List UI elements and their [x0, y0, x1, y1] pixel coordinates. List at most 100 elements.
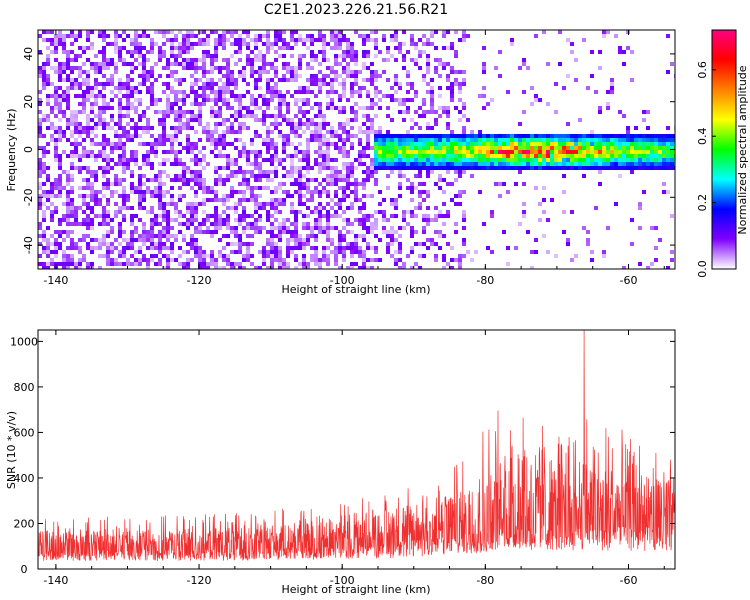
- heatmap-cell: [626, 150, 630, 154]
- heatmap-cell: [350, 126, 354, 130]
- heatmap-cell: [342, 70, 346, 74]
- heatmap-cell: [310, 122, 314, 126]
- heatmap-cell: [226, 30, 230, 34]
- heatmap-cell: [282, 62, 286, 66]
- heatmap-cell: [70, 246, 74, 250]
- heatmap-cell: [234, 170, 238, 174]
- heatmap-cell: [338, 266, 342, 269]
- heatmap-cell: [38, 90, 42, 94]
- heatmap-cell: [110, 150, 114, 154]
- heatmap-cell: [46, 74, 50, 78]
- heatmap-cell: [410, 82, 414, 86]
- heatmap-cell: [530, 266, 534, 269]
- heatmap-cell: [318, 226, 322, 230]
- heatmap-cell: [670, 134, 674, 138]
- heatmap-cell: [54, 130, 58, 134]
- heatmap-cell: [62, 98, 66, 102]
- heatmap-cell: [446, 154, 450, 158]
- heatmap-cell: [226, 74, 230, 78]
- heatmap-cell: [82, 166, 86, 170]
- heatmap-cell: [70, 222, 74, 226]
- heatmap-cell: [246, 82, 250, 86]
- heatmap-cell: [454, 222, 458, 226]
- heatmap-cell: [562, 190, 566, 194]
- heatmap-cell: [510, 38, 514, 42]
- heatmap-cell: [218, 98, 222, 102]
- heatmap-cell: [110, 258, 114, 262]
- heatmap-cell: [222, 130, 226, 134]
- heatmap-cell: [138, 118, 142, 122]
- heatmap-cell: [194, 230, 198, 234]
- heatmap-cell: [274, 170, 278, 174]
- heatmap-cell: [326, 182, 330, 186]
- heatmap-cell: [654, 258, 658, 262]
- heatmap-cell: [134, 154, 138, 158]
- heatmap-cell: [542, 154, 546, 158]
- heatmap-cell: [482, 66, 486, 70]
- heatmap-cell: [130, 138, 134, 142]
- heatmap-cell: [422, 110, 426, 114]
- heatmap-cell: [342, 50, 346, 54]
- heatmap-cell: [78, 246, 82, 250]
- heatmap-cell: [286, 238, 290, 242]
- heatmap-cell: [570, 158, 574, 162]
- heatmap-cell: [50, 82, 54, 86]
- heatmap-cell: [246, 234, 250, 238]
- heatmap-cell: [126, 194, 130, 198]
- heatmap-cell: [122, 238, 126, 242]
- heatmap-cell: [230, 186, 234, 190]
- heatmap-cell: [214, 122, 218, 126]
- heatmap-cell: [670, 138, 674, 142]
- heatmap-cell: [406, 134, 410, 138]
- heatmap-cell: [294, 226, 298, 230]
- heatmap-cell: [282, 174, 286, 178]
- heatmap-cell: [334, 70, 338, 74]
- heatmap-cell: [430, 110, 434, 114]
- heatmap-cell: [182, 66, 186, 70]
- heatmap-cell: [406, 158, 410, 162]
- heatmap-cell: [98, 266, 102, 269]
- heatmap-cell: [154, 146, 158, 150]
- heatmap-cell: [122, 206, 126, 210]
- heatmap-cell: [314, 58, 318, 62]
- heatmap-cell: [202, 94, 206, 98]
- heatmap-cell: [462, 114, 466, 118]
- x-tick-label: -100: [330, 574, 355, 587]
- heatmap-cell: [218, 226, 222, 230]
- heatmap-cell: [362, 34, 366, 38]
- heatmap-cell: [214, 262, 218, 266]
- heatmap-cell: [490, 98, 494, 102]
- heatmap-cell: [270, 42, 274, 46]
- heatmap-cell: [278, 222, 282, 226]
- heatmap-cell: [278, 186, 282, 190]
- heatmap-cell: [302, 110, 306, 114]
- heatmap-cell: [310, 50, 314, 54]
- heatmap-cell: [614, 34, 618, 38]
- heatmap-cell: [414, 142, 418, 146]
- heatmap-cell: [386, 106, 390, 110]
- heatmap-cell: [142, 58, 146, 62]
- heatmap-cell: [226, 242, 230, 246]
- heatmap-cell: [186, 66, 190, 70]
- heatmap-cell: [470, 158, 474, 162]
- heatmap-cell: [266, 78, 270, 82]
- heatmap-cell: [262, 202, 266, 206]
- heatmap-cell: [274, 82, 278, 86]
- heatmap-cell: [410, 266, 414, 269]
- heatmap-cell: [474, 154, 478, 158]
- heatmap-cell: [218, 90, 222, 94]
- heatmap-cell: [434, 58, 438, 62]
- heatmap-cell: [406, 222, 410, 226]
- heatmap-cell: [106, 250, 110, 254]
- heatmap-cell: [70, 50, 74, 54]
- heatmap-cell: [650, 226, 654, 230]
- heatmap-cell: [430, 142, 434, 146]
- heatmap-cell: [294, 122, 298, 126]
- heatmap-cell: [186, 126, 190, 130]
- heatmap-cell: [202, 58, 206, 62]
- heatmap-cell: [218, 250, 222, 254]
- heatmap-cell: [202, 166, 206, 170]
- heatmap-cell: [110, 182, 114, 186]
- heatmap-cell: [394, 74, 398, 78]
- heatmap-cell: [534, 98, 538, 102]
